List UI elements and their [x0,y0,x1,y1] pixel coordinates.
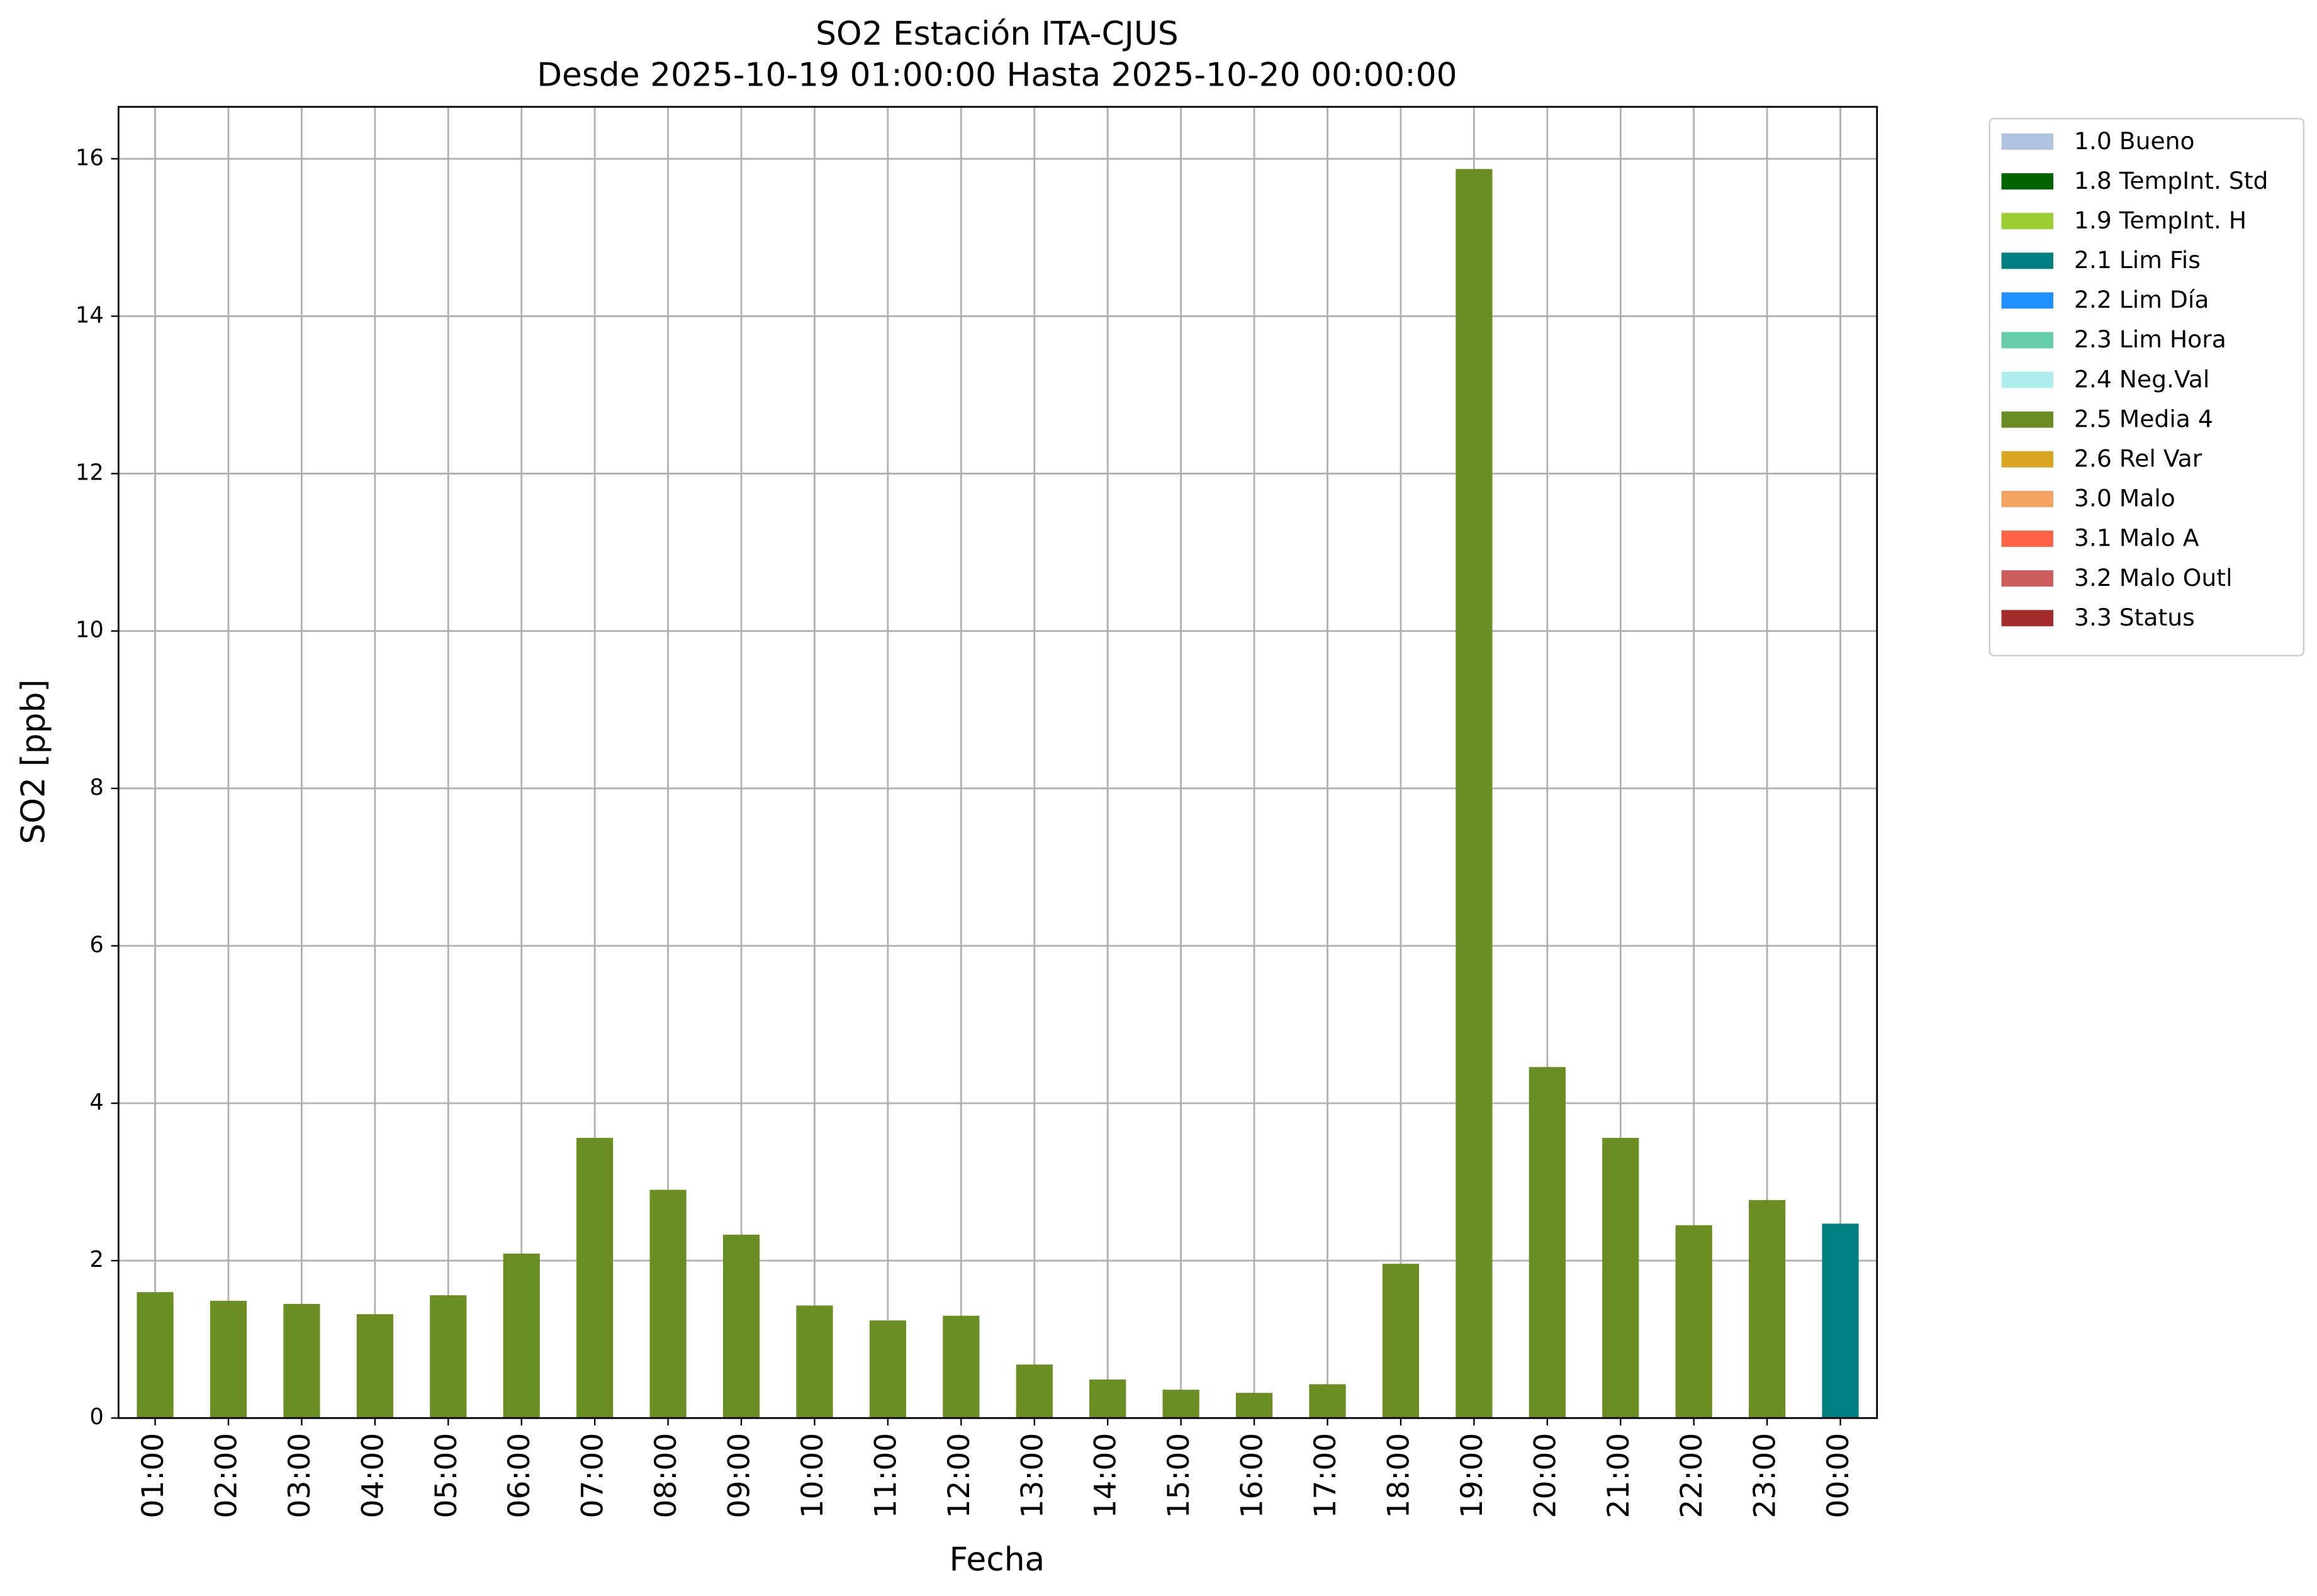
legend-swatch [2001,570,2053,587]
bar [1602,1138,1639,1419]
bar [1089,1379,1126,1419]
x-tick-label: 05:00 [429,1433,464,1519]
x-tick-label: 00:00 [1821,1433,1856,1519]
legend-swatch [2001,133,2053,150]
bar [796,1305,833,1419]
legend-label: 3.1 Malo A [2074,524,2199,552]
legend-frame [1989,118,2304,656]
legend-swatch [2001,173,2053,190]
bar [210,1300,247,1419]
x-tick-label: 11:00 [868,1433,903,1519]
x-tick-label: 08:00 [649,1433,683,1519]
legend-swatch [2001,610,2053,627]
legend-label: 2.4 Neg.Val [2074,365,2209,393]
x-tick-label: 23:00 [1748,1433,1783,1519]
x-tick-label: 14:00 [1089,1433,1123,1519]
x-tick-label: 12:00 [942,1433,977,1519]
bar [356,1314,393,1419]
chart-subtitle: Desde 2025-10-19 01:00:00 Hasta 2025-10-… [537,57,1457,94]
y-tick-label: 12 [76,460,104,486]
bar [1749,1200,1786,1419]
x-tick-label: 20:00 [1528,1433,1562,1519]
bar [649,1189,687,1419]
bar [1529,1067,1566,1419]
y-tick-label: 2 [89,1247,103,1273]
x-tick-label: 03:00 [283,1433,317,1519]
x-tick-label: 09:00 [722,1433,757,1519]
legend-swatch [2001,490,2053,507]
legend-swatch [2001,252,2053,269]
y-tick-label: 6 [89,932,103,958]
bar [869,1320,907,1419]
x-tick-label: 01:00 [136,1433,171,1519]
bar [1675,1225,1712,1419]
y-tick-label: 16 [76,145,104,171]
x-tick-label: 15:00 [1162,1433,1196,1519]
x-axis-label: Fecha [949,1541,1045,1579]
legend-label: 1.8 TempInt. Std [2074,167,2268,194]
bar [943,1315,980,1419]
x-tick-label: 22:00 [1675,1433,1709,1519]
plot-layer: 0 2 4 6 8 10 12 14 16 01:00 02:00 03:00 04:00 05:00 06… [76,106,2304,1519]
x-tick-label: 04:00 [356,1433,390,1519]
x-tick-label: 06:00 [502,1433,537,1519]
legend-swatch [2001,213,2053,230]
y-axis-label: SO2 [ppb] [15,679,53,844]
legend-label: 3.0 Malo [2074,485,2175,512]
bar [283,1303,320,1419]
legend-swatch [2001,292,2053,309]
y-tick-label: 10 [76,617,104,643]
bar [1456,169,1493,1419]
y-tick-label: 0 [89,1404,103,1430]
x-tick-label: 17:00 [1308,1433,1343,1519]
legend-swatch [2001,451,2053,468]
x-tick-label: 10:00 [795,1433,830,1519]
legend-label: 2.1 Lim Fis [2074,246,2201,274]
x-tick-label: 21:00 [1602,1433,1636,1519]
y-tick-label: 8 [89,775,103,801]
x-tick-label: 16:00 [1235,1433,1270,1519]
legend-swatch [2001,371,2053,388]
legend-swatch [2001,411,2053,428]
y-tick-label: 4 [89,1089,103,1115]
bar [1382,1264,1420,1419]
x-tick-label: 19:00 [1455,1433,1490,1519]
bar [503,1253,540,1419]
x-tick-label: 02:00 [209,1433,244,1519]
bar [1016,1364,1053,1419]
x-tick-label: 13:00 [1015,1433,1050,1519]
legend-label: 3.3 Status [2074,604,2195,631]
bar [1309,1384,1346,1419]
bar [1822,1223,1859,1419]
legend-label: 2.5 Media 4 [2074,405,2213,432]
legend-swatch [2001,531,2053,547]
bar [137,1292,174,1419]
legend-swatch [2001,332,2053,349]
plot-frame [117,106,1878,1419]
legend-label: 2.3 Lim Hora [2074,325,2226,353]
bar [1162,1390,1199,1419]
bar [576,1138,614,1419]
legend-label: 2.2 Lim Día [2074,286,2209,313]
legend-label: 1.0 Bueno [2074,127,2195,155]
bar [722,1234,760,1419]
x-tick-label: 18:00 [1381,1433,1416,1519]
chart-title: SO2 Estación ITA-CJUS [816,15,1179,53]
legend-label: 1.9 TempInt. H [2074,206,2247,234]
legend-label: 2.6 Rel Var [2074,445,2202,473]
y-tick-label: 14 [76,302,104,328]
x-tick-label: 07:00 [576,1433,610,1519]
legend-label: 3.2 Malo Outl [2074,564,2233,592]
bar [1235,1393,1273,1419]
bar [430,1295,467,1419]
